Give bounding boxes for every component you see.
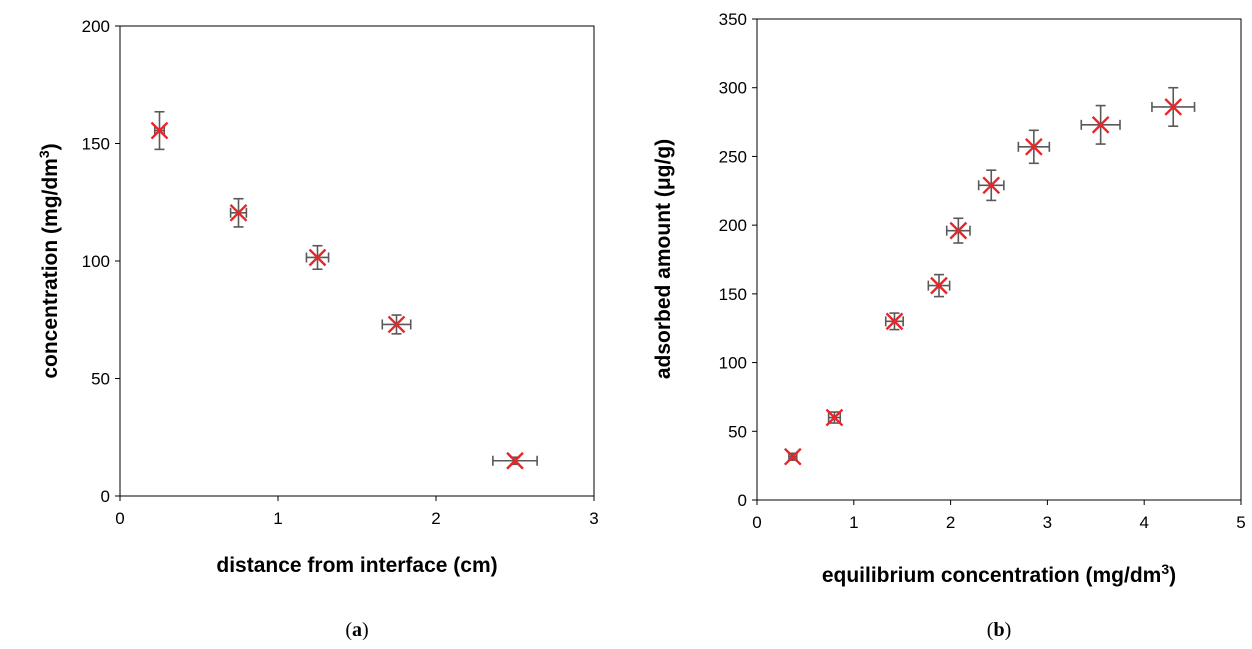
x-marker-stroke bbox=[308, 248, 327, 267]
y-tick-label-a: 200 bbox=[82, 17, 110, 36]
data-point-b bbox=[1080, 104, 1121, 145]
panel-label-a: (a) bbox=[345, 619, 368, 641]
x-tick-label-a: 3 bbox=[589, 509, 598, 528]
x-marker-stroke bbox=[930, 276, 948, 295]
data-point-a bbox=[381, 314, 412, 335]
x-tick-label-b: 5 bbox=[1236, 513, 1245, 532]
data-point-b bbox=[927, 273, 951, 298]
data-point-b bbox=[1017, 129, 1051, 165]
x-marker-stroke bbox=[885, 312, 904, 331]
x-marker-stroke bbox=[1091, 115, 1110, 134]
x-tick-label-a: 0 bbox=[115, 509, 124, 528]
chart-a: 0 50 100 150 200 0 1 2 3 distance from interfac… bbox=[36, 17, 599, 641]
x-marker-stroke bbox=[783, 447, 802, 466]
y-tick-label-b: 300 bbox=[719, 79, 747, 98]
plot-area-a bbox=[119, 25, 595, 497]
x-marker-stroke bbox=[150, 121, 169, 140]
x-marker-stroke bbox=[1164, 98, 1183, 116]
data-point-a bbox=[229, 197, 248, 228]
y-tick-label-b: 150 bbox=[719, 285, 747, 304]
x-tick-label-b: 0 bbox=[752, 513, 761, 532]
y-tick-label-b: 50 bbox=[728, 422, 747, 441]
y-axis-title-a: concentration (mg/dm3) bbox=[36, 143, 62, 378]
data-point-a bbox=[150, 110, 169, 151]
data-point-b bbox=[1151, 86, 1196, 127]
x-marker-stroke bbox=[506, 451, 524, 470]
plot-area-b bbox=[756, 18, 1242, 501]
x-marker-stroke bbox=[1024, 137, 1043, 156]
x-marker-stroke bbox=[229, 203, 248, 222]
panel-label-b: (b) bbox=[987, 619, 1011, 641]
y-tick-label-b: 100 bbox=[719, 354, 747, 373]
data-point-b bbox=[825, 408, 844, 427]
y-tick-label-a: 0 bbox=[101, 487, 110, 506]
y-tick-label-a: 100 bbox=[82, 252, 110, 271]
x-tick-label-b: 2 bbox=[946, 513, 955, 532]
y-axis-title-b: adsorbed amount (μg/g) bbox=[652, 139, 675, 379]
x-marker-stroke bbox=[387, 315, 406, 334]
x-marker-stroke bbox=[825, 408, 844, 427]
x-marker-stroke bbox=[982, 176, 1001, 195]
y-tick-label-b: 200 bbox=[719, 216, 747, 235]
y-tick-label-a: 50 bbox=[91, 370, 110, 389]
data-point-a bbox=[492, 451, 538, 470]
y-tick-label-b: 350 bbox=[719, 10, 747, 29]
x-marker-stroke bbox=[949, 221, 968, 240]
x-tick-label-a: 2 bbox=[431, 509, 440, 528]
x-axis-title-b: equilibrium concentration (mg/dm3) bbox=[822, 561, 1176, 587]
data-point-b bbox=[783, 447, 802, 466]
data-point-a bbox=[305, 244, 330, 271]
data-point-b bbox=[884, 312, 904, 331]
chart-b: 0 50 100 150 200 250 300 350 0 1 2 3 4 5 equilibrium… bbox=[652, 10, 1246, 641]
x-tick-label-a: 1 bbox=[273, 509, 282, 528]
x-tick-label-b: 4 bbox=[1139, 513, 1148, 532]
y-tick-label-b: 250 bbox=[719, 147, 747, 166]
x-axis-title-a: distance from interface (cm) bbox=[216, 554, 497, 577]
data-point-b bbox=[977, 169, 1005, 202]
x-tick-label-b: 1 bbox=[849, 513, 858, 532]
data-point-b bbox=[945, 217, 971, 244]
y-tick-label-b: 0 bbox=[738, 491, 747, 510]
y-tick-label-a: 150 bbox=[82, 135, 110, 154]
x-tick-label-b: 3 bbox=[1043, 513, 1052, 532]
